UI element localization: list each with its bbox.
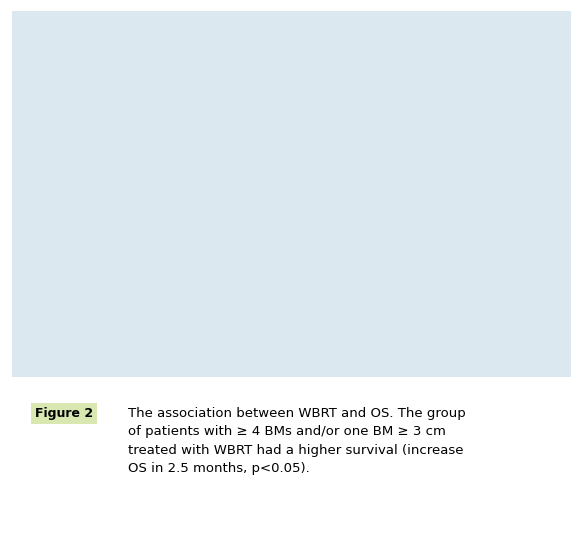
WBRT bbox=[202, 284, 209, 291]
Line: WBRT: WBRT bbox=[58, 54, 510, 329]
No WBRT bbox=[63, 84, 70, 91]
WBRT bbox=[55, 51, 62, 58]
Line: No WBRT: No WBRT bbox=[58, 54, 135, 329]
No WBRT bbox=[90, 216, 97, 222]
No WBRT bbox=[132, 326, 139, 332]
WBRT bbox=[188, 268, 195, 274]
No WBRT bbox=[97, 248, 104, 255]
No WBRT bbox=[80, 161, 87, 167]
No WBRT bbox=[100, 262, 107, 269]
WBRT bbox=[249, 317, 256, 324]
WBRT bbox=[489, 324, 496, 331]
No WBRT bbox=[107, 287, 114, 294]
No WBRT bbox=[55, 51, 62, 58]
WBRT bbox=[215, 298, 222, 305]
No WBRT bbox=[117, 314, 124, 321]
WBRT bbox=[242, 314, 249, 321]
No WBRT bbox=[103, 276, 110, 282]
WBRT bbox=[88, 87, 95, 93]
WBRT bbox=[61, 59, 68, 66]
WBRT bbox=[289, 324, 296, 330]
No WBRT bbox=[110, 298, 117, 305]
WBRT bbox=[168, 235, 175, 241]
WBRT bbox=[265, 321, 272, 328]
WBRT bbox=[155, 208, 162, 214]
No WBRT bbox=[86, 199, 93, 206]
WBRT bbox=[72, 70, 79, 77]
WBRT bbox=[101, 103, 108, 109]
WBRT bbox=[279, 323, 286, 329]
WBRT bbox=[506, 326, 513, 332]
WBRT bbox=[149, 194, 156, 200]
Title: Kaplan-Meier survival estimates: Kaplan-Meier survival estimates bbox=[198, 13, 420, 27]
WBRT bbox=[108, 114, 115, 121]
No WBRT bbox=[60, 70, 67, 77]
No WBRT bbox=[66, 98, 73, 104]
WBRT bbox=[209, 293, 216, 299]
No WBRT bbox=[120, 320, 127, 327]
WBRT bbox=[128, 153, 135, 159]
WBRT bbox=[222, 303, 229, 310]
X-axis label: Months: Months bbox=[286, 362, 332, 375]
No WBRT bbox=[124, 323, 131, 329]
WBRT bbox=[142, 180, 149, 186]
WBRT bbox=[236, 312, 243, 318]
No WBRT bbox=[113, 306, 120, 313]
Text: Figure 2: Figure 2 bbox=[35, 407, 93, 420]
WBRT bbox=[229, 309, 236, 315]
WBRT bbox=[122, 139, 129, 146]
WBRT bbox=[82, 79, 89, 85]
WBRT bbox=[255, 320, 262, 327]
Legend: No WBRT, WBRT: No WBRT, WBRT bbox=[204, 392, 414, 419]
WBRT bbox=[195, 276, 202, 282]
Text: The association between WBRT and OS. The group
of patients with ≥ 4 BMs and/or o: The association between WBRT and OS. The… bbox=[128, 407, 466, 475]
WBRT bbox=[161, 221, 168, 227]
No WBRT bbox=[73, 128, 80, 134]
WBRT bbox=[95, 95, 102, 101]
No WBRT bbox=[83, 180, 90, 186]
No WBRT bbox=[76, 144, 83, 151]
No WBRT bbox=[93, 232, 100, 239]
No WBRT bbox=[70, 112, 77, 118]
No WBRT bbox=[127, 325, 134, 331]
WBRT bbox=[115, 125, 122, 132]
WBRT bbox=[135, 167, 142, 173]
WBRT bbox=[182, 257, 189, 264]
WBRT bbox=[175, 246, 182, 252]
